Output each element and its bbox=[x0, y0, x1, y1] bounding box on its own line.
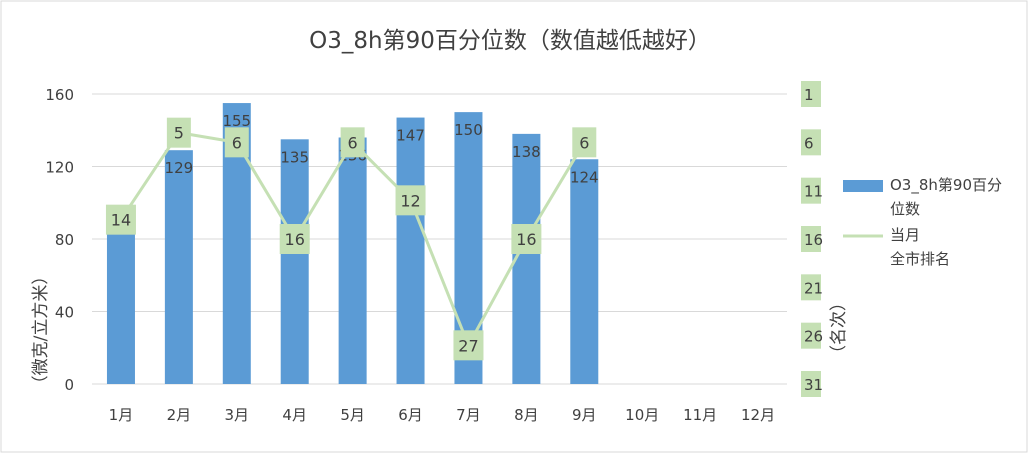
y-tick-label: 120 bbox=[45, 159, 74, 177]
line-value-label: 14 bbox=[105, 204, 136, 235]
legend-label: 全市排名 bbox=[890, 250, 950, 268]
line-label-box bbox=[511, 224, 542, 254]
y2-tick-label: 11 bbox=[804, 183, 823, 201]
line-label-text: 12 bbox=[400, 191, 420, 210]
y2-tick-box bbox=[801, 274, 821, 301]
line-value-label: 12 bbox=[395, 185, 426, 216]
chart-title: O3_8h第90百分位数（数值越低越好） bbox=[309, 28, 711, 54]
x-tick-label: 12月 bbox=[741, 406, 775, 424]
x-tick-label: 6月 bbox=[398, 406, 423, 424]
y-tick-label: 0 bbox=[64, 376, 74, 394]
line-label-box bbox=[224, 127, 249, 158]
legend-bar-swatch bbox=[843, 180, 883, 192]
y2-tick-label: 26 bbox=[804, 328, 823, 346]
line-value-label: 27 bbox=[453, 330, 484, 361]
y-tick-label: 80 bbox=[55, 231, 74, 249]
line-label-text: 5 bbox=[174, 124, 184, 143]
x-tick-label: 2月 bbox=[167, 406, 192, 424]
line-value-label: 6 bbox=[224, 127, 249, 158]
x-tick-label: 5月 bbox=[340, 406, 365, 424]
line-data-labels: 14 5 6 16 6 12 27 16 6 bbox=[105, 117, 597, 361]
y2-tick-box bbox=[801, 177, 821, 204]
y2-tick-label: 21 bbox=[804, 279, 823, 297]
x-tick-label: 4月 bbox=[282, 406, 307, 424]
legend-label: 位数 bbox=[890, 200, 920, 218]
line-label-text: 27 bbox=[458, 336, 478, 355]
line-label-text: 14 bbox=[111, 211, 131, 230]
x-tick-label: 10月 bbox=[625, 406, 659, 424]
y-axis-title: （微克/立方米） bbox=[31, 268, 51, 393]
y2-tick-label: 16 bbox=[804, 231, 823, 249]
x-tick-label: 9月 bbox=[572, 406, 597, 424]
line-label-box bbox=[453, 330, 484, 361]
bar bbox=[570, 159, 599, 384]
x-tick-label: 3月 bbox=[225, 406, 250, 424]
legend-label: O3_8h第90百分 bbox=[890, 176, 1002, 195]
line-label-text: 6 bbox=[579, 133, 589, 152]
line-value-label: 5 bbox=[166, 117, 191, 148]
bar-value-label: 150 bbox=[454, 121, 483, 139]
y-tick-label: 40 bbox=[55, 304, 74, 322]
y2-tick-box bbox=[801, 129, 821, 156]
bar-value-label: 124 bbox=[570, 168, 599, 186]
line-value-label: 6 bbox=[340, 127, 365, 158]
line-label-box bbox=[105, 204, 136, 235]
line-label-box bbox=[340, 127, 365, 158]
x-tick-label: 11月 bbox=[683, 406, 717, 424]
legend-label: 当月 bbox=[890, 226, 920, 244]
x-tick-label: 8月 bbox=[514, 406, 539, 424]
bar bbox=[280, 139, 309, 384]
line-label-box bbox=[572, 127, 597, 158]
y2-tick-box bbox=[801, 371, 821, 397]
line-label-text: 16 bbox=[285, 230, 305, 249]
x-axis: 1月 2月 3月 4月 5月 6月 7月 8月 9月 10月 11月 12月 bbox=[109, 406, 775, 424]
x-tick-label: 7月 bbox=[456, 406, 481, 424]
y-tick-label: 160 bbox=[45, 86, 74, 104]
y2-tick-box bbox=[801, 81, 821, 107]
bar bbox=[396, 117, 425, 384]
bar-value-label: 129 bbox=[165, 159, 194, 177]
y2-tick-box bbox=[801, 322, 821, 349]
gridlines bbox=[92, 93, 787, 385]
line-label-text: 16 bbox=[516, 230, 536, 249]
bar-value-label: 155 bbox=[222, 112, 251, 130]
bar bbox=[338, 137, 367, 384]
line-label-box bbox=[166, 117, 191, 148]
y2-axis-title: （名次） bbox=[829, 294, 849, 362]
line-label-box bbox=[279, 224, 310, 254]
bar bbox=[164, 150, 193, 384]
line-label-text: 6 bbox=[348, 133, 358, 152]
y2-tick-label: 1 bbox=[804, 86, 814, 104]
y-axis-left: 0 40 80 120 160 bbox=[45, 86, 74, 394]
y2-tick-box bbox=[801, 226, 821, 252]
line-label-box bbox=[395, 185, 426, 216]
line-value-label: 16 bbox=[511, 224, 542, 254]
y2-tick-label: 6 bbox=[804, 134, 814, 152]
line-value-label: 16 bbox=[279, 224, 310, 254]
y2-tick-label: 31 bbox=[804, 376, 823, 394]
bar-value-label: 138 bbox=[512, 143, 541, 161]
bar-value-label: 135 bbox=[280, 148, 309, 166]
line-label-text: 6 bbox=[232, 133, 242, 152]
x-tick-label: 1月 bbox=[109, 406, 134, 424]
bar-value-label: 147 bbox=[396, 127, 425, 145]
bar bbox=[106, 206, 135, 384]
line-value-label: 6 bbox=[572, 127, 597, 158]
